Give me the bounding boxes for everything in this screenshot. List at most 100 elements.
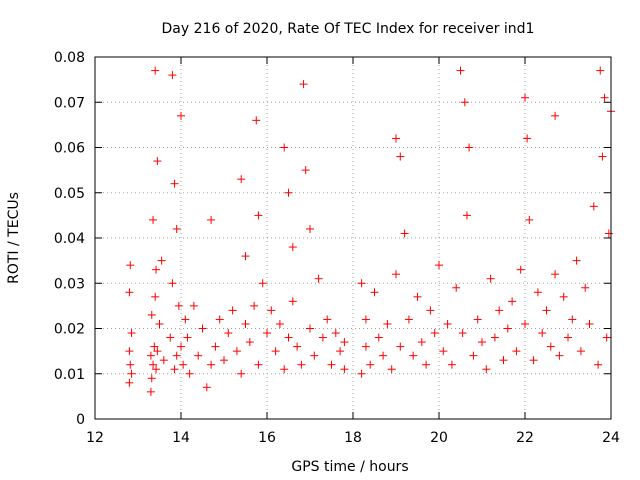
data-point <box>288 297 297 306</box>
x-tick-label: 20 <box>430 430 448 446</box>
data-point <box>207 215 216 224</box>
data-point <box>297 360 306 369</box>
data-point <box>293 342 302 351</box>
data-point <box>426 306 435 315</box>
x-tick-label: 18 <box>344 430 362 446</box>
data-point <box>417 338 426 347</box>
data-point <box>400 229 409 238</box>
data-point <box>220 356 228 365</box>
data-point <box>521 93 529 102</box>
data-point <box>126 261 135 270</box>
data-point <box>516 265 525 274</box>
data-point <box>340 338 349 347</box>
data-point <box>462 211 471 220</box>
data-point <box>404 315 413 324</box>
data-point <box>179 360 188 369</box>
data-point <box>323 315 332 324</box>
data-point <box>379 351 388 360</box>
data-point <box>413 292 422 301</box>
data-point <box>392 134 400 143</box>
gridlines <box>95 57 611 419</box>
data-point <box>125 347 134 356</box>
data-point <box>306 224 314 233</box>
data-point <box>600 93 609 102</box>
data-point <box>306 324 314 333</box>
data-point <box>357 279 366 288</box>
data-point <box>275 319 284 328</box>
data-point <box>458 329 467 338</box>
data-points <box>125 66 615 396</box>
data-point <box>127 369 136 378</box>
data-point <box>439 347 448 356</box>
data-point <box>181 315 190 324</box>
data-point <box>568 315 577 324</box>
data-point <box>559 292 568 301</box>
x-tick-label: 14 <box>172 430 190 446</box>
data-point <box>299 80 308 89</box>
data-point <box>174 301 183 310</box>
y-tick-label: 0.02 <box>54 322 85 338</box>
data-point <box>594 360 603 369</box>
data-point <box>374 333 383 342</box>
data-point <box>155 319 164 328</box>
data-point <box>576 347 585 356</box>
data-point <box>152 265 161 274</box>
y-tick-label: 0.08 <box>54 50 85 66</box>
data-point <box>392 270 400 279</box>
data-point <box>456 66 465 75</box>
data-point <box>598 152 607 161</box>
data-point <box>589 202 598 211</box>
data-point <box>542 306 551 315</box>
data-point <box>551 111 560 120</box>
data-point <box>469 351 478 360</box>
data-point <box>147 374 156 383</box>
data-point <box>168 71 177 80</box>
data-point <box>396 152 405 161</box>
data-point <box>241 252 250 261</box>
data-point <box>443 319 452 328</box>
data-point <box>331 329 340 338</box>
data-point <box>473 315 482 324</box>
y-tick-label: 0.01 <box>54 367 85 383</box>
data-point <box>435 261 443 270</box>
y-tick-label: 0.05 <box>54 186 85 202</box>
data-point <box>396 342 405 351</box>
y-tick-label: 0 <box>76 412 85 428</box>
data-point <box>318 333 327 342</box>
data-point <box>503 324 512 333</box>
x-tick-label: 12 <box>86 430 104 446</box>
x-axis-label: GPS time / hours <box>291 459 408 475</box>
y-tick-label: 0.07 <box>54 95 85 111</box>
data-point <box>602 333 611 342</box>
data-point <box>168 279 177 288</box>
data-point <box>555 351 564 360</box>
data-point <box>159 356 168 365</box>
data-point <box>383 319 392 328</box>
data-point <box>280 365 289 374</box>
data-point <box>202 383 211 392</box>
data-point <box>336 347 345 356</box>
data-point <box>422 360 431 369</box>
data-point <box>254 211 263 220</box>
data-point <box>482 365 491 374</box>
data-point <box>189 301 198 310</box>
data-point <box>166 333 175 342</box>
data-point <box>153 347 162 356</box>
data-point <box>250 301 259 310</box>
x-tick-label: 24 <box>602 430 620 446</box>
data-point <box>198 324 207 333</box>
data-point <box>512 347 521 356</box>
data-point <box>146 351 155 360</box>
data-point <box>280 143 289 152</box>
data-point <box>211 342 220 351</box>
data-point <box>241 319 250 328</box>
data-point <box>146 387 155 396</box>
data-point <box>149 360 158 369</box>
data-point <box>177 342 185 351</box>
data-point <box>604 229 613 238</box>
data-point <box>529 356 538 365</box>
data-point <box>177 111 185 120</box>
axis-ticks: 12 14 16 18 20 22 24 0 0.01 0.02 0.03 0.04 0.05 0.06 0… <box>54 50 620 446</box>
data-point <box>185 369 194 378</box>
